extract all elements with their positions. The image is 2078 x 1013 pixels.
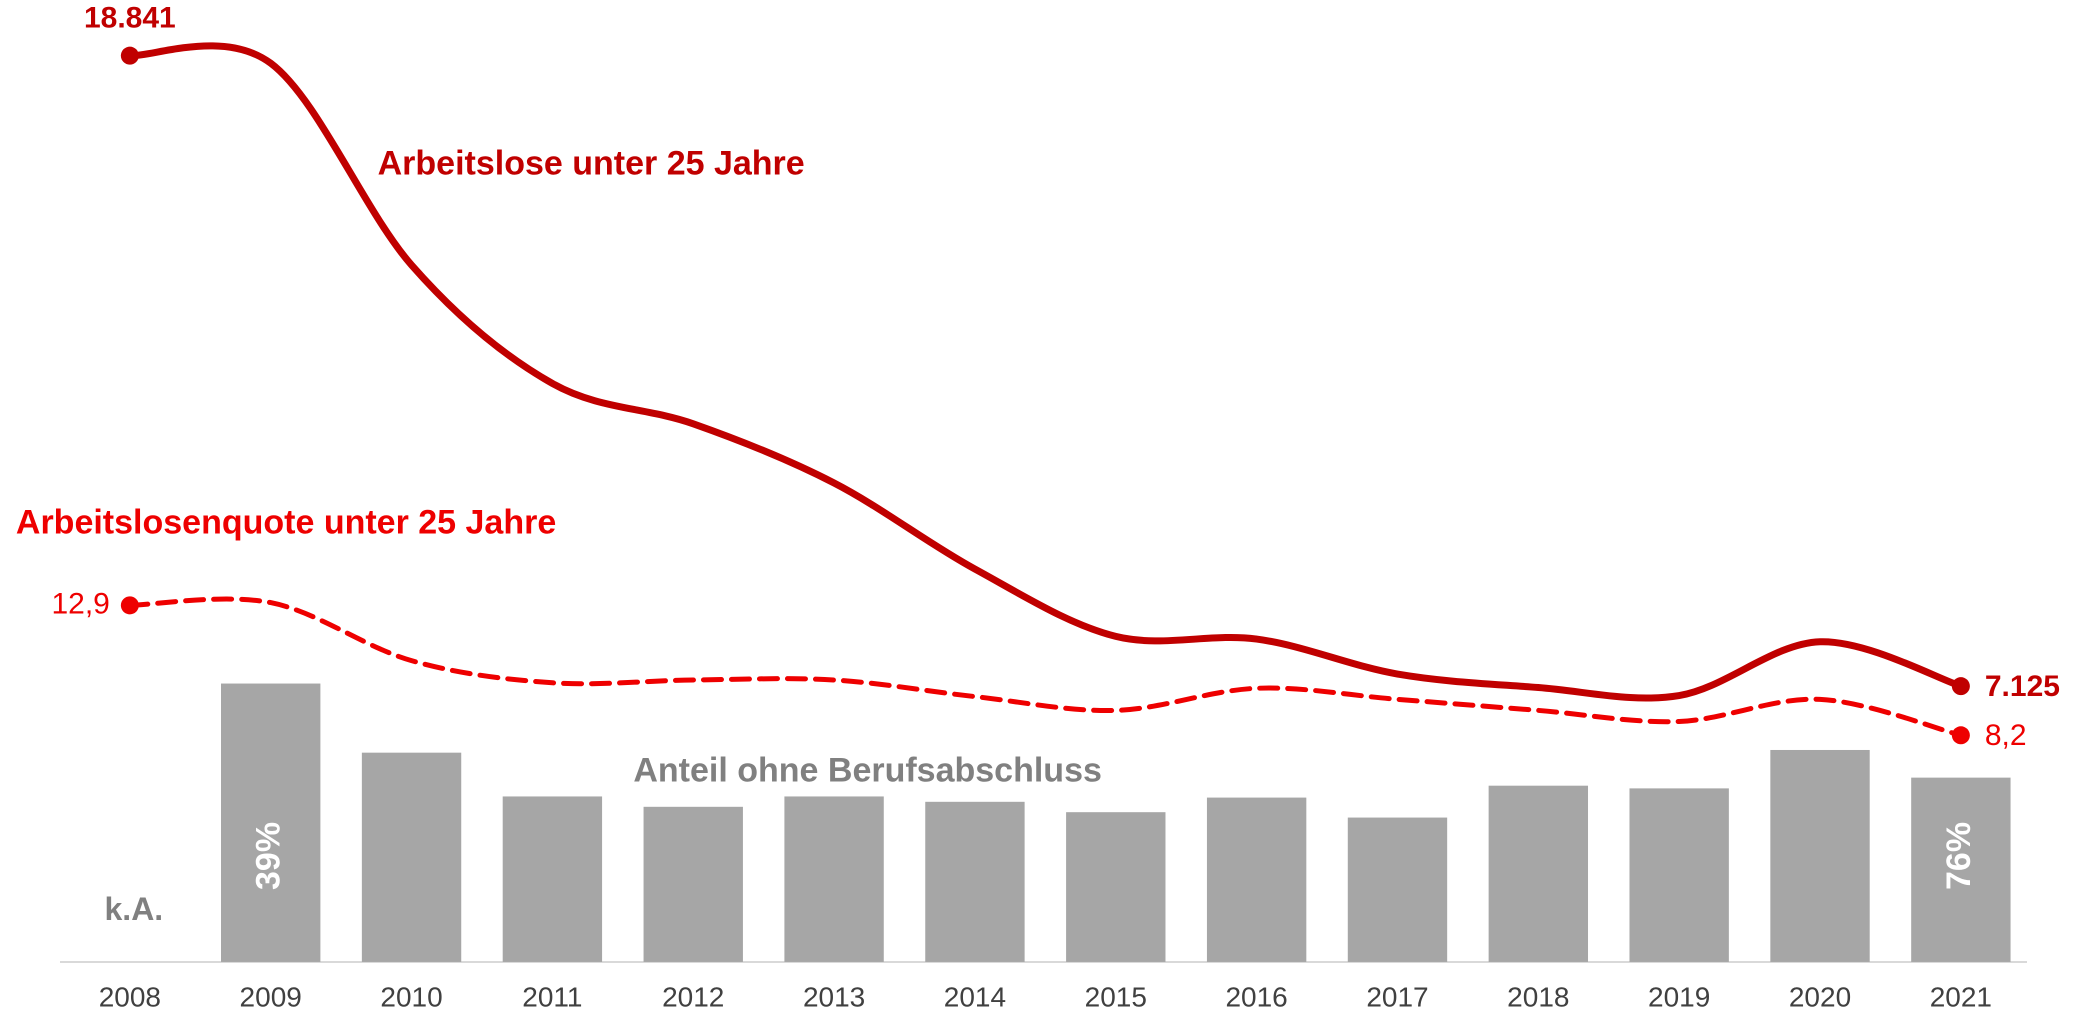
x-tick-label: 2011: [522, 981, 582, 1012]
x-tick-label: 2010: [380, 981, 442, 1012]
bar: [361, 752, 462, 962]
bar-label: k.A.: [105, 891, 164, 927]
bar: [1488, 785, 1589, 962]
bar: [643, 806, 743, 962]
series-label: Arbeitslose unter 25 Jahre: [378, 145, 805, 183]
bar: [1770, 749, 1870, 962]
bar-label: 76%: [1940, 822, 1978, 890]
x-tick-label: 2016: [1225, 981, 1287, 1012]
x-tick-label: 2020: [1789, 981, 1851, 1012]
x-tick-label: 2009: [240, 981, 302, 1012]
line: [127, 596, 1964, 738]
bar: [1206, 797, 1307, 962]
data-label: 8,2: [1985, 719, 2027, 752]
bar: [1066, 812, 1166, 962]
x-tick-label: 2019: [1648, 981, 1710, 1012]
x-tick-label: 2021: [1930, 981, 1992, 1012]
bar: [925, 801, 1025, 962]
series-label: Anteil ohne Berufsabschluss: [633, 751, 1102, 789]
x-tick-label: 2018: [1507, 981, 1569, 1012]
data-label: 12,9: [51, 587, 109, 620]
bar: [1347, 817, 1448, 962]
line: [126, 42, 1965, 702]
bar: [221, 683, 321, 962]
bar-label: 39%: [250, 822, 288, 890]
data-label: 7.125: [1985, 670, 2060, 703]
data-label: 18.841: [84, 2, 176, 35]
bar: [1911, 777, 2011, 962]
marker: [1951, 726, 1970, 745]
bar: [1629, 788, 1729, 962]
marker: [1951, 677, 1970, 696]
x-tick-label: 2008: [99, 981, 161, 1012]
bar: [784, 796, 884, 962]
marker: [120, 46, 139, 65]
x-tick-label: 2014: [944, 981, 1006, 1012]
x-tick-label: 2017: [1366, 981, 1428, 1012]
series-label: Arbeitslosenquote unter 25 Jahre: [16, 504, 556, 542]
x-tick-label: 2015: [1085, 981, 1147, 1012]
x-tick-label: 2012: [662, 981, 724, 1012]
x-tick-label: 2013: [803, 981, 865, 1012]
marker: [120, 596, 139, 615]
bar: [502, 796, 603, 962]
